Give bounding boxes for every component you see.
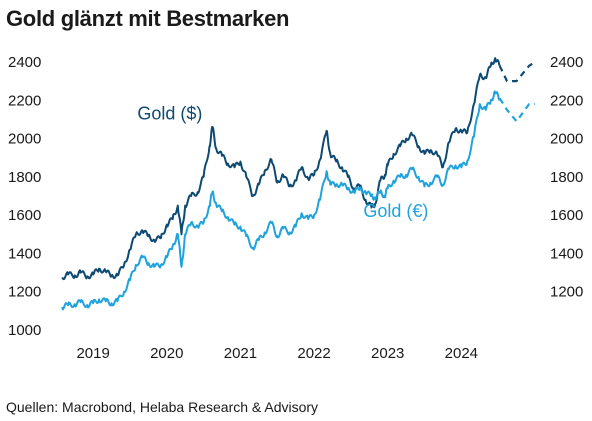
x-tick-label: 2022 <box>297 345 330 362</box>
y-tick-left-label: 2200 <box>8 92 41 109</box>
y-tick-right-label: 1600 <box>550 207 583 224</box>
x-tick-label: 2019 <box>76 345 109 362</box>
y-tick-right-label: 1400 <box>550 245 583 262</box>
y-tick-right-label: 1200 <box>550 284 583 301</box>
x-tick-label: 2024 <box>445 345 478 362</box>
forecast-line-eur <box>498 97 535 123</box>
x-tick-label: 2023 <box>371 345 404 362</box>
series-labels: Gold ($) Gold (€) <box>137 103 428 221</box>
y-tick-left-label: 1400 <box>8 245 41 262</box>
x-tick-label: 2020 <box>150 345 183 362</box>
y-tick-right-label: 2400 <box>550 54 583 71</box>
series-line-usd <box>61 57 501 281</box>
chart-title: Gold glänzt mit Bestmarken <box>6 6 290 31</box>
y-tick-left-label: 1200 <box>8 284 41 301</box>
y-tick-right-label: 2000 <box>550 131 583 148</box>
x-axis: 2019 2020 2021 2022 2023 2024 <box>76 345 478 362</box>
y-tick-right-label: 2200 <box>550 92 583 109</box>
y-tick-left-label: 1600 <box>8 207 41 224</box>
y-tick-left-label: 1800 <box>8 169 41 186</box>
y-tick-left-label: 1000 <box>8 322 41 339</box>
series-label-eur: Gold (€) <box>363 201 428 221</box>
y-tick-left-label: 2000 <box>8 131 41 148</box>
series-line-eur <box>61 90 501 311</box>
y-tick-left-label: 2400 <box>8 54 41 71</box>
y-tick-right-label: 1800 <box>550 169 583 186</box>
x-tick-label: 2021 <box>224 345 257 362</box>
y-axis-right: 1200 1400 1600 1800 2000 2200 2400 <box>550 54 583 301</box>
forecast-line-usd <box>498 61 536 83</box>
y-axis-left: 1000 1200 1400 1600 1800 2000 2200 2400 <box>8 54 41 339</box>
series-label-usd: Gold ($) <box>137 103 202 123</box>
source-note: Quellen: Macrobond, Helaba Research & Ad… <box>6 399 319 415</box>
series-lines <box>61 57 536 311</box>
